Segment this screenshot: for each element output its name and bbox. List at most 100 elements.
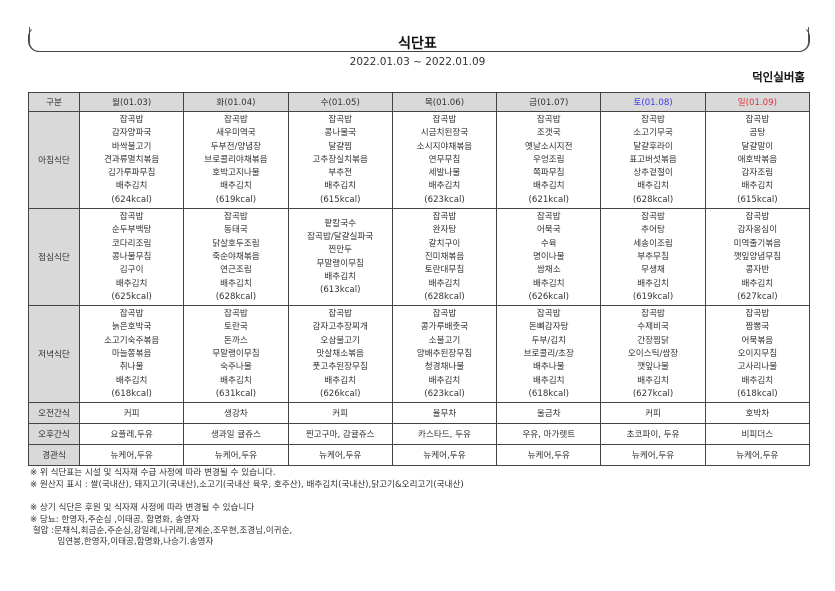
calorie-value: (626kcal) — [319, 388, 361, 399]
menu-item: 콩가루배춧국 — [420, 322, 469, 333]
menu-item: 돈까스 — [224, 335, 248, 346]
menu-item: 잡곡밥 — [536, 309, 561, 320]
meal-cell: 잡곡밥 새우미역국 두부전/양념장 브로콜리야채볶음 호박고지나물 배추김치 (619kca… — [183, 110, 289, 210]
menu-item: 오이스틱/쌈장 — [627, 349, 679, 360]
menu-item: 명이나물 — [532, 251, 565, 262]
meal-cell: 잡곡밥 늙은호박국 소고기숙주볶음 마늘쫑볶음 취나물 배추김치 (618kcal) — [78, 305, 185, 404]
menu-item: 배추김치 — [324, 271, 357, 282]
menu-item: 어묵국 — [536, 225, 561, 236]
menu-item: 호박고지나물 — [212, 168, 260, 179]
meal-cell: 잡곡밥 짬뽕국 어묵볶음 오이지무침 고사리나물 배추김치 (618kcal) — [704, 305, 811, 404]
calorie-value: (619kcal) — [215, 194, 257, 205]
meal-cell: 잡곡밥 완자탕 갈치구이 진미채볶음 토란대무침 배추김치 (628kcal) — [391, 208, 498, 307]
menu-item: 배추김치 — [220, 375, 252, 386]
menu-item: 잡곡밥 — [536, 212, 561, 223]
meal-cell: 잡곡밥 콩나물국 달걀찜 고추장실치볶음 부추전 배추김치 (615kcal) — [287, 110, 393, 210]
calorie-value: (625kcal) — [111, 291, 152, 302]
note-blood-pressure: 혈압 :문채식,최금순,주순심,강일례,나귀례,문계순,조우현,조경님,이귀순, — [30, 526, 293, 536]
day-header: 금(01.07) — [496, 92, 602, 112]
menu-item: 배추김치 — [637, 375, 669, 386]
menu-item: 배추김치 — [115, 278, 148, 289]
calorie-value: (628kcal) — [632, 194, 674, 205]
facility-name: 덕인실버홈 — [752, 70, 805, 84]
menu-item: 콩나물무침 — [111, 251, 152, 262]
meal-label: 점심식단 — [28, 208, 80, 307]
menu-item: 무말랭이무침 — [316, 258, 364, 269]
menu-item: 감자조림 — [741, 168, 774, 179]
snack-label: 오전간식 — [28, 402, 80, 425]
meal-row: 점심식단 잡곡밥 순두부백탕 코다리조림 콩나물무침 김구이 배추김치 (625kcal) 잡곡… — [28, 208, 811, 307]
menu-item: 양배추된장무침 — [416, 349, 473, 360]
menu-item: 김구이 — [119, 265, 144, 276]
day-header: 목(01.06) — [391, 92, 498, 112]
snack-cell: 커피 — [600, 402, 706, 425]
menu-item: 잡곡밥 — [432, 115, 457, 125]
snack-cell: 비피더스 — [704, 423, 811, 446]
menu-item: 감자옹심이 — [737, 225, 778, 236]
menu-item: 배추김치 — [115, 375, 148, 386]
menu-item: 배추김치 — [532, 278, 565, 289]
snack-cell: 뉴케어,두유 — [496, 444, 602, 467]
menu-item: 부추전 — [328, 168, 353, 179]
menu-item: 순두부백탕 — [111, 225, 152, 236]
menu-item: 깻잎나물 — [637, 362, 669, 373]
menu-item: 옛날소시지전 — [525, 141, 573, 152]
menu-item: 잡곡밥 — [745, 115, 770, 125]
calorie-value: (624kcal) — [111, 194, 152, 205]
menu-item: 배추김치 — [741, 375, 774, 386]
menu-item: 배추김치 — [532, 375, 565, 386]
meal-cell: 잡곡밥 감자고추장찌개 오삼불고기 맛살채소볶음 풋고추된장무침 배추김치 (626kcal… — [287, 305, 393, 404]
menu-item: 감자고추장찌개 — [312, 322, 368, 333]
menu-item: 마늘쫑볶음 — [111, 349, 152, 360]
menu-item: 잡곡밥 — [745, 212, 770, 223]
menu-item: 배추김치 — [532, 181, 565, 192]
meal-cell: 잡곡밥 곰탕 달걀말이 애호박볶음 감자조림 배추김치 (615kcal) — [704, 110, 811, 210]
meal-cell: 잡곡밥 감자양파국 바싹불고기 견과류멸치볶음 김가루파무침 배추김치 (624kcal) — [78, 110, 185, 210]
meal-cell: 잡곡밥 토란국 돈까스 무말랭이무침 숙주나물 배추김치 (631kcal) — [183, 305, 289, 404]
menu-item: 잡곡밥 — [119, 115, 144, 125]
calorie-value: (628kcal) — [424, 291, 465, 302]
menu-item: 소고기숙주볶음 — [103, 335, 160, 346]
snack-cell: 커피 — [78, 402, 185, 425]
calorie-value: (618kcal) — [111, 388, 152, 399]
snack-row: 오전간식 커피 생강차 커피 율무차 울금차 커피 호박차 — [28, 402, 811, 425]
calorie-value: (626kcal) — [528, 291, 569, 302]
menu-item: 늙은호박국 — [111, 322, 152, 333]
menu-item: 배추김치 — [428, 375, 461, 386]
menu-item: 토란국 — [224, 322, 248, 333]
date-range: 2022.01.03 ~ 2022.01.09 — [349, 56, 486, 68]
calorie-value: (615kcal) — [319, 194, 361, 205]
menu-item: 풋고추된장무침 — [312, 362, 368, 373]
menu-item: 수제비국 — [637, 322, 669, 333]
calorie-value: (627kcal) — [632, 388, 674, 399]
menu-item: 김가루파무침 — [107, 168, 156, 179]
snack-cell: 카스타드, 두유 — [391, 423, 498, 446]
meal-cell: 잡곡밥 수제비국 간장찜닭 오이스틱/쌈장 깻잎나물 배추김치 (627kcal) — [600, 305, 706, 404]
day-header: 월(01.03) — [78, 92, 185, 112]
menu-item: 토란대무침 — [424, 265, 465, 276]
menu-item: 배추김치 — [428, 278, 461, 289]
menu-item: 배추김치 — [115, 181, 148, 192]
menu-item: 죽순야채볶음 — [212, 251, 260, 262]
corner-header: 구분 — [28, 92, 80, 112]
menu-item: 달걀말이 — [741, 141, 774, 152]
menu-item: 잡곡밥 — [432, 212, 457, 223]
snack-cell: 커피 — [287, 402, 393, 425]
menu-item: 어묵볶음 — [741, 335, 774, 346]
meal-cell: 잡곡밥 시금치된장국 소시지야채볶음 연무무침 세발나물 배추김치 (623kcal) — [391, 110, 498, 210]
menu-item: 배추김치 — [637, 278, 669, 289]
day-header: 화(01.04) — [183, 92, 289, 112]
menu-item: 브로콜리/초장 — [523, 349, 574, 360]
header-row: 구분 월(01.03) 화(01.04) 수(01.05) 목(01.06) 금(01.… — [28, 92, 811, 112]
note-change: ※ 위 식단표는 시설 및 식자재 수급 사정에 따라 변경될 수 있습니다. — [30, 468, 276, 478]
snack-cell: 뉴케어,두유 — [287, 444, 393, 467]
menu-item: 표고버섯볶음 — [629, 154, 677, 165]
snack-cell: 우유, 마가렛트 — [496, 423, 602, 446]
note-origin: ※ 원산지 표시 : 쌀(국내산), 돼지고기(국내산),소고기(국내산 육우,… — [30, 480, 464, 490]
snack-cell: 뉴케어,두유 — [600, 444, 706, 467]
menu-item: 오삼불고기 — [320, 335, 360, 346]
menu-item: 시금치된장국 — [420, 128, 469, 139]
menu-item: 바싹불고기 — [111, 141, 152, 152]
menu-item: 갈치구이 — [428, 238, 461, 249]
menu-item: 잡곡밥 — [641, 115, 665, 125]
